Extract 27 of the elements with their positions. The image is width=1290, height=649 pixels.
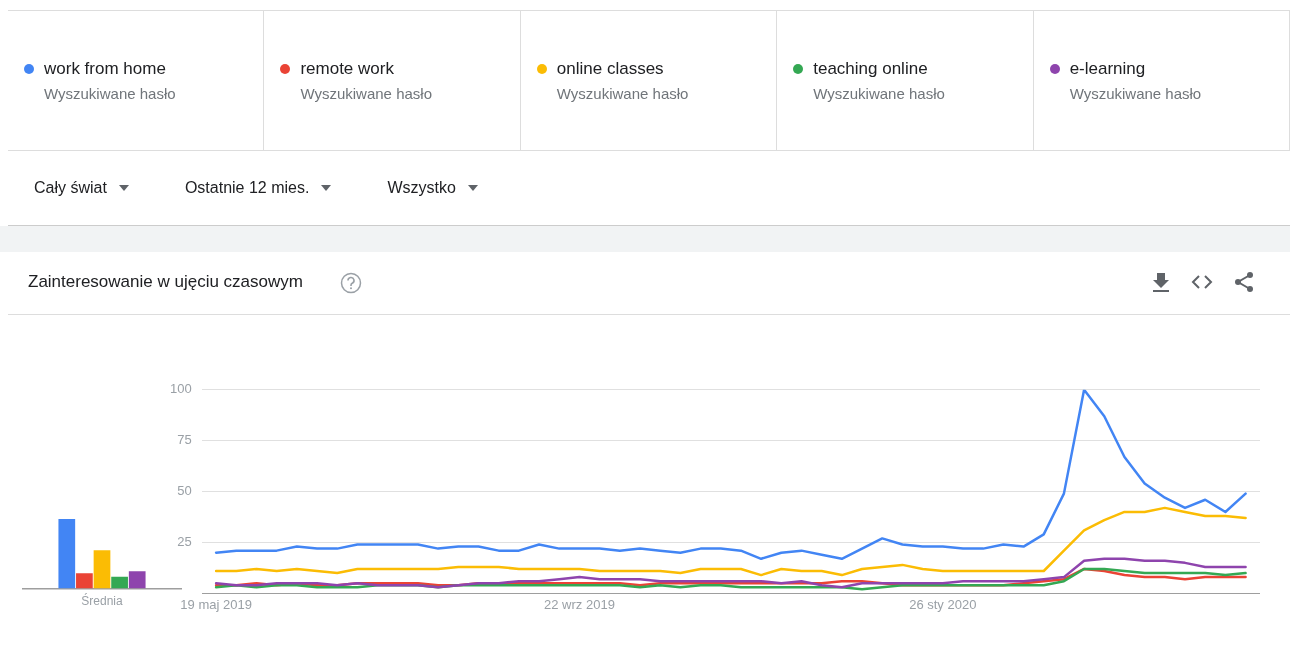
chart-title: Zainteresowanie w ujęciu czasowym — [28, 272, 303, 292]
x-tick-label: 22 wrz 2019 — [544, 596, 615, 612]
bar — [128, 571, 146, 589]
legend-label: remote work — [299, 59, 395, 79]
text: Wszystko — [387, 179, 456, 197]
bar — [93, 550, 111, 589]
bar — [76, 573, 93, 589]
legend-label: e-learning — [1068, 59, 1147, 79]
text: Ostatnie 12 mies. — [184, 179, 310, 197]
legend-label: online classes — [555, 59, 665, 79]
legend-label: work from home — [43, 59, 167, 79]
legend-label: teaching online — [812, 59, 929, 79]
text: Cały świat — [34, 179, 107, 197]
text: Wyszukiwane hasło — [44, 85, 176, 102]
text: Wyszukiwane hasło — [556, 85, 689, 102]
text: Wyszukiwane hasło — [813, 85, 945, 102]
x-tick-label: 19 maj 2019 — [180, 596, 252, 612]
y-tick-label: 100 — [169, 381, 192, 397]
bar — [58, 519, 76, 589]
text: Wyszukiwane hasło — [1069, 85, 1202, 102]
y-tick-label: 75 — [177, 432, 192, 448]
y-tick-label: 25 — [177, 534, 192, 550]
y-tick-label: 50 — [177, 483, 192, 499]
x-tick-label: 26 sty 2020 — [909, 596, 977, 612]
bar — [111, 576, 128, 589]
legend-title: Wyszukiwane hasło — [299, 85, 433, 102]
x-tick-label: Średnia — [81, 593, 123, 609]
